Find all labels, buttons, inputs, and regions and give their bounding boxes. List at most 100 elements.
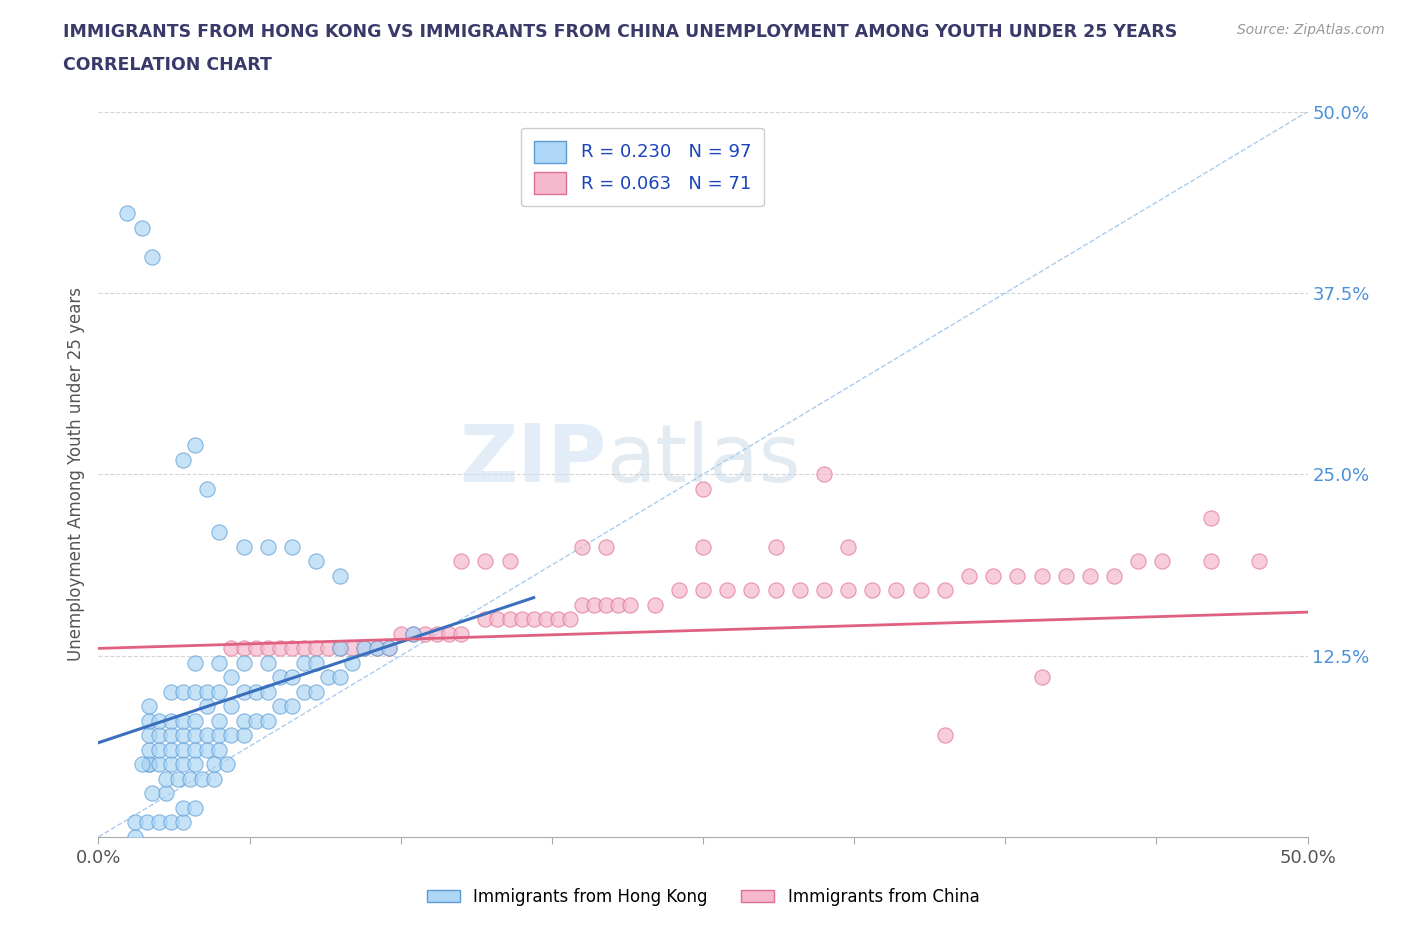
Point bbox=[117, 206, 139, 220]
Point bbox=[172, 742, 194, 757]
Point bbox=[195, 684, 218, 699]
Point bbox=[765, 539, 787, 554]
Point bbox=[692, 482, 714, 497]
Point bbox=[377, 641, 399, 656]
Point bbox=[644, 597, 666, 612]
Point bbox=[437, 627, 460, 642]
Point bbox=[813, 583, 835, 598]
Point bbox=[245, 713, 267, 728]
Point bbox=[740, 583, 762, 598]
Legend: R = 0.230   N = 97, R = 0.063   N = 71: R = 0.230 N = 97, R = 0.063 N = 71 bbox=[522, 128, 763, 206]
Point bbox=[184, 438, 207, 453]
Point bbox=[316, 641, 339, 656]
Point bbox=[486, 612, 509, 627]
Point bbox=[765, 583, 787, 598]
Point bbox=[523, 612, 546, 627]
Point bbox=[1199, 554, 1222, 569]
Point bbox=[195, 728, 218, 743]
Point bbox=[1128, 554, 1150, 569]
Point bbox=[837, 583, 859, 598]
Point bbox=[389, 627, 412, 642]
Point bbox=[342, 656, 364, 671]
Point bbox=[195, 699, 218, 714]
Point bbox=[366, 641, 388, 656]
Point bbox=[316, 670, 339, 684]
Point bbox=[558, 612, 581, 627]
Point bbox=[172, 728, 194, 743]
Y-axis label: Unemployment Among Youth under 25 years: Unemployment Among Youth under 25 years bbox=[66, 287, 84, 661]
Point bbox=[232, 684, 254, 699]
Point bbox=[305, 684, 328, 699]
Point bbox=[184, 742, 207, 757]
Point bbox=[172, 452, 194, 467]
Point bbox=[377, 641, 399, 656]
Point bbox=[1031, 568, 1053, 583]
Point bbox=[474, 612, 496, 627]
Point bbox=[135, 815, 157, 830]
Point bbox=[208, 713, 231, 728]
Point bbox=[329, 670, 352, 684]
Point bbox=[716, 583, 738, 598]
Point bbox=[583, 597, 606, 612]
Point bbox=[138, 713, 160, 728]
Point bbox=[148, 742, 170, 757]
Point bbox=[232, 713, 254, 728]
Point bbox=[172, 757, 194, 772]
Point bbox=[450, 627, 472, 642]
Point bbox=[402, 627, 425, 642]
Point bbox=[256, 539, 278, 554]
Point bbox=[595, 539, 617, 554]
Point bbox=[138, 742, 160, 757]
Point bbox=[232, 656, 254, 671]
Point bbox=[148, 815, 170, 830]
Point bbox=[138, 757, 160, 772]
Point bbox=[450, 554, 472, 569]
Point bbox=[160, 742, 183, 757]
Point bbox=[910, 583, 932, 598]
Text: IMMIGRANTS FROM HONG KONG VS IMMIGRANTS FROM CHINA UNEMPLOYMENT AMONG YOUTH UNDE: IMMIGRANTS FROM HONG KONG VS IMMIGRANTS … bbox=[63, 23, 1177, 41]
Point bbox=[668, 583, 690, 598]
Point bbox=[160, 728, 183, 743]
Point bbox=[886, 583, 908, 598]
Point bbox=[1152, 554, 1174, 569]
Point bbox=[498, 612, 520, 627]
Point bbox=[172, 815, 194, 830]
Point bbox=[141, 249, 163, 264]
Point bbox=[148, 728, 170, 743]
Point bbox=[281, 539, 304, 554]
Point bbox=[184, 713, 207, 728]
Point bbox=[148, 713, 170, 728]
Point bbox=[571, 539, 593, 554]
Point bbox=[195, 742, 218, 757]
Point bbox=[1054, 568, 1077, 583]
Point bbox=[342, 641, 364, 656]
Point bbox=[789, 583, 811, 598]
Point bbox=[160, 713, 183, 728]
Point bbox=[184, 728, 207, 743]
Point bbox=[353, 641, 375, 656]
Point bbox=[837, 539, 859, 554]
Point bbox=[124, 830, 146, 844]
Point bbox=[934, 728, 956, 743]
Point bbox=[204, 757, 226, 772]
Point bbox=[1199, 511, 1222, 525]
Point bbox=[426, 627, 449, 642]
Point bbox=[269, 699, 291, 714]
Legend: Immigrants from Hong Kong, Immigrants from China: Immigrants from Hong Kong, Immigrants fr… bbox=[420, 881, 986, 912]
Point bbox=[160, 684, 183, 699]
Point bbox=[474, 554, 496, 569]
Point bbox=[221, 670, 243, 684]
Point bbox=[131, 757, 153, 772]
Point bbox=[195, 482, 218, 497]
Text: CORRELATION CHART: CORRELATION CHART bbox=[63, 56, 273, 73]
Point bbox=[1102, 568, 1125, 583]
Point bbox=[141, 786, 163, 801]
Point bbox=[232, 728, 254, 743]
Point bbox=[292, 641, 315, 656]
Point bbox=[281, 699, 304, 714]
Point bbox=[619, 597, 641, 612]
Point bbox=[208, 525, 231, 539]
Point bbox=[329, 568, 352, 583]
Point bbox=[221, 641, 243, 656]
Point bbox=[305, 641, 328, 656]
